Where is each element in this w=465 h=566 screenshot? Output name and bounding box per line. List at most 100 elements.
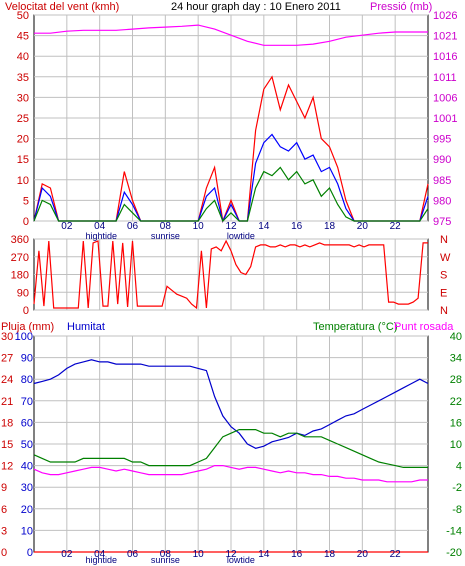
temp-axis-tick: -20	[446, 547, 462, 559]
wind-speed-label: Velocitat del vent (kmh)	[5, 1, 119, 13]
hour-tick: 16	[291, 549, 303, 560]
humidity-axis-tick: 50	[21, 439, 33, 451]
hour-tick: 02	[61, 221, 73, 232]
pressure-axis-tick: 980	[433, 195, 451, 207]
temp-axis-tick: 10	[450, 439, 462, 451]
hour-tick: 18	[324, 549, 336, 560]
hour-tick: 06	[127, 221, 139, 232]
temp-axis-tick: 16	[450, 417, 462, 429]
graph-title: 24 hour graph day : 10 Enero 2011	[171, 1, 341, 13]
rain-axis-tick: 12	[1, 461, 13, 473]
compass-tick: N	[440, 234, 448, 246]
wind-axis-tick: 10	[17, 175, 29, 187]
wind-min-line	[33, 166, 429, 223]
humidity-line	[33, 359, 429, 449]
humidity-axis-tick: 20	[21, 504, 33, 516]
direction-axis-tick: 270	[11, 252, 29, 264]
tide-event-label: hightide	[86, 555, 118, 565]
wind-axis-tick: 0	[23, 216, 29, 228]
pressure-axis-tick: 985	[433, 175, 451, 187]
temp-axis-tick: 28	[450, 374, 462, 386]
hour-tick: 10	[193, 549, 205, 560]
rain-label: Pluja (mm)	[1, 321, 54, 333]
hour-tick: 04	[94, 549, 106, 560]
wind-axis-tick: 30	[17, 92, 29, 104]
hour-tick: 12	[225, 221, 237, 232]
wind-axis-tick: 5	[23, 195, 29, 207]
compass-tick: E	[440, 287, 447, 299]
rain-axis-tick: 27	[1, 353, 13, 365]
hour-tick: 18	[324, 221, 336, 232]
rain-axis-tick: 3	[1, 525, 7, 537]
rain-axis-tick: 30	[1, 331, 13, 343]
humidity-axis-tick: 30	[21, 482, 33, 494]
temp-axis-tick: 4	[456, 461, 462, 473]
hour-tick: 14	[258, 221, 270, 232]
rain-axis-tick: 15	[1, 439, 13, 451]
temp-axis-tick: 40	[450, 331, 462, 343]
compass-tick: W	[440, 252, 451, 264]
wind-axis-tick: 50	[17, 10, 29, 22]
wind-axis-tick: 40	[17, 51, 29, 63]
temp-axis-tick: -14	[446, 525, 462, 537]
pressure-axis-tick: 1011	[433, 72, 457, 84]
pressure-axis-tick: 975	[433, 216, 451, 228]
pressure-axis-tick: 1016	[433, 51, 457, 63]
pressure-axis-tick: 1026	[433, 10, 457, 22]
wind-axis-tick: 45	[17, 31, 29, 43]
humidity-axis-tick: 0	[27, 547, 33, 559]
hour-tick: 10	[193, 221, 205, 232]
rain-axis-tick: 9	[1, 482, 7, 494]
pressure-axis-tick: 1006	[433, 92, 457, 104]
wind-axis-tick: 25	[17, 113, 29, 125]
humidity-label: Humitat	[67, 321, 105, 333]
humidity-axis-tick: 70	[21, 396, 33, 408]
pressure-line	[34, 24, 428, 46]
compass-tick: N	[440, 305, 448, 317]
hour-tick: 04	[94, 221, 106, 232]
temperature-line	[33, 429, 428, 468]
hour-tick: 16	[291, 221, 303, 232]
hour-tick: 22	[390, 549, 402, 560]
pressure-label: Pressió (mb)	[370, 1, 432, 13]
humidity-axis-tick: 90	[21, 353, 33, 365]
direction-axis-tick: 0	[23, 305, 29, 317]
temp-axis-tick: -2	[452, 482, 462, 494]
dewpoint-label: Punt rosada	[394, 321, 454, 333]
tide-event-label: hightide	[86, 231, 118, 241]
temp-axis-tick: -8	[452, 504, 462, 516]
compass-tick: S	[440, 270, 447, 282]
wind-direction-line	[33, 239, 428, 310]
temperature-label: Temperatura (°C)	[313, 321, 397, 333]
hour-tick: 08	[160, 221, 172, 232]
humidity-axis-tick: 10	[21, 525, 33, 537]
pressure-axis-tick: 1021	[433, 31, 457, 43]
hour-tick: 20	[357, 221, 369, 232]
humidity-axis-tick: 80	[21, 374, 33, 386]
hour-tick: 14	[258, 549, 270, 560]
tide-event-label: lowtide	[227, 231, 255, 241]
rain-axis-tick: 18	[1, 417, 13, 429]
tide-event-label: sunrise	[151, 231, 180, 241]
pressure-axis-tick: 1001	[433, 113, 457, 125]
rain-axis-tick: 0	[1, 547, 7, 559]
hour-tick: 12	[225, 549, 237, 560]
humidity-axis-tick: 40	[21, 461, 33, 473]
rain-axis-tick: 24	[1, 374, 13, 386]
tide-event-label: lowtide	[227, 555, 255, 565]
hour-tick: 22	[390, 221, 402, 232]
humidity-axis-tick: 60	[21, 417, 33, 429]
wind-axis-tick: 20	[17, 134, 29, 146]
pressure-axis-tick: 990	[433, 154, 451, 166]
rain-axis-tick: 21	[1, 396, 13, 408]
humidity-axis-tick: 100	[15, 331, 33, 343]
rain-axis-tick: 6	[1, 504, 7, 516]
hour-tick: 08	[160, 549, 172, 560]
wind-axis-tick: 15	[17, 154, 29, 166]
temp-axis-tick: 34	[450, 353, 462, 365]
temp-axis-tick: 22	[450, 396, 462, 408]
hour-tick: 06	[127, 549, 139, 560]
tide-event-label: sunrise	[151, 555, 180, 565]
